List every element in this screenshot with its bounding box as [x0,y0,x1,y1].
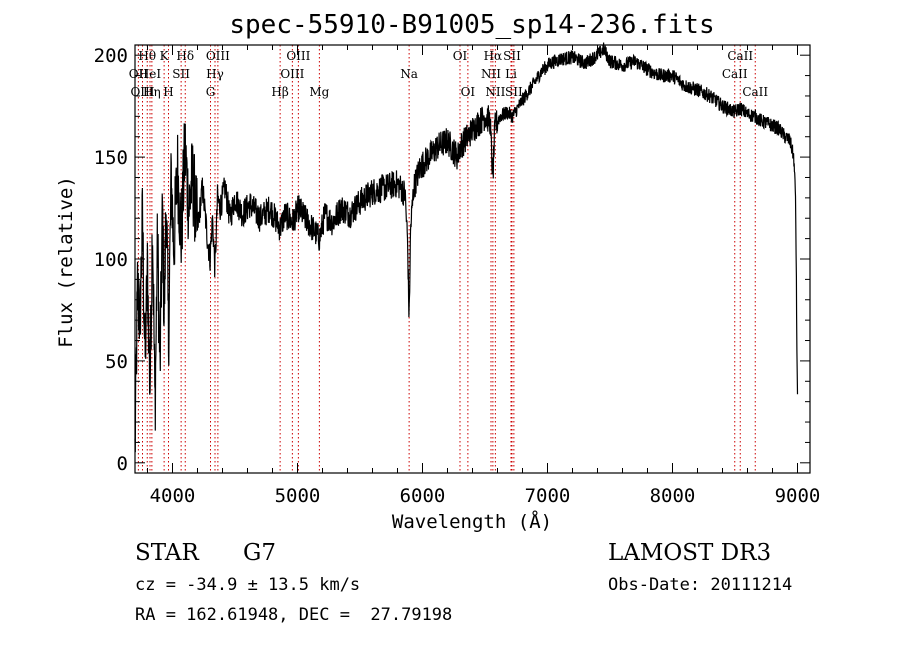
y-tick-label: 100 [94,249,128,271]
line-label-nii: NII [481,67,501,81]
spectral-line-markers [137,45,756,473]
line-label-caii: CaII [742,85,768,99]
line-label-oiii: OIII [280,67,304,81]
y-tick-label: 150 [94,147,128,169]
plot-frame [134,44,811,474]
line-label-hδ: Hδ [176,49,194,63]
line-label-h: H [163,85,173,99]
line-label-hα: Hα [484,49,503,63]
line-label-oi: OI [453,49,468,63]
x-tick-label: 7000 [525,485,571,507]
coordinates: RA = 162.61948, DEC = 27.79198 [135,605,452,625]
line-label-li: Li [505,67,517,81]
line-label-k: K [160,49,170,63]
line-label-sii: SII [172,67,190,81]
line-label-oiii: OIII [286,49,310,63]
line-label-mg: Mg [309,85,329,99]
line-label-hη: Hη [143,85,161,99]
line-label-sii: SII [503,49,521,63]
x-tick-label: 4000 [150,485,196,507]
x-tick-label: 8000 [650,485,696,507]
redshift-cz: cz = -34.9 ± 13.5 km/s [135,575,360,595]
object-subclass: G7 [243,540,276,566]
axis-ticks: 4000 5000 6000 7000 8000 9000 0 50 100 150 200 [94,45,821,507]
observation-date: Obs-Date: 20111214 [608,575,792,595]
y-tick-label: 0 [117,453,128,475]
object-class: STAR [135,540,199,566]
x-tick-label: 6000 [400,485,446,507]
spectrum-series-line [134,42,799,453]
line-label-g: G [206,85,216,99]
y-tick-label: 50 [105,351,128,373]
line-label-hγ: Hγ [206,67,224,81]
line-label-hθ: Hθ [138,49,156,63]
survey-name: LAMOST DR3 [608,540,771,566]
line-label-oi: OI [461,85,476,99]
line-label-nii: NII [485,85,505,99]
line-label-caii: CaII [727,49,753,63]
x-tick-label: 9000 [775,485,821,507]
line-label-na: Na [400,67,418,81]
x-tick-label: 5000 [275,485,321,507]
chart-title: spec-55910-B91005_sp14-236.fits [229,10,714,40]
line-label-oiii: OIII [206,49,230,63]
y-tick-label: 200 [94,45,128,67]
line-label-hβ: Hβ [271,85,288,99]
line-label-caii: CaII [722,67,748,81]
line-label-sii: SII [505,85,523,99]
line-label-hei: HeI [139,67,162,81]
x-axis-label: Wavelength (Å) [392,510,552,533]
line-label-oii: OII [129,67,149,81]
y-axis-label: Flux (relative) [55,176,77,348]
